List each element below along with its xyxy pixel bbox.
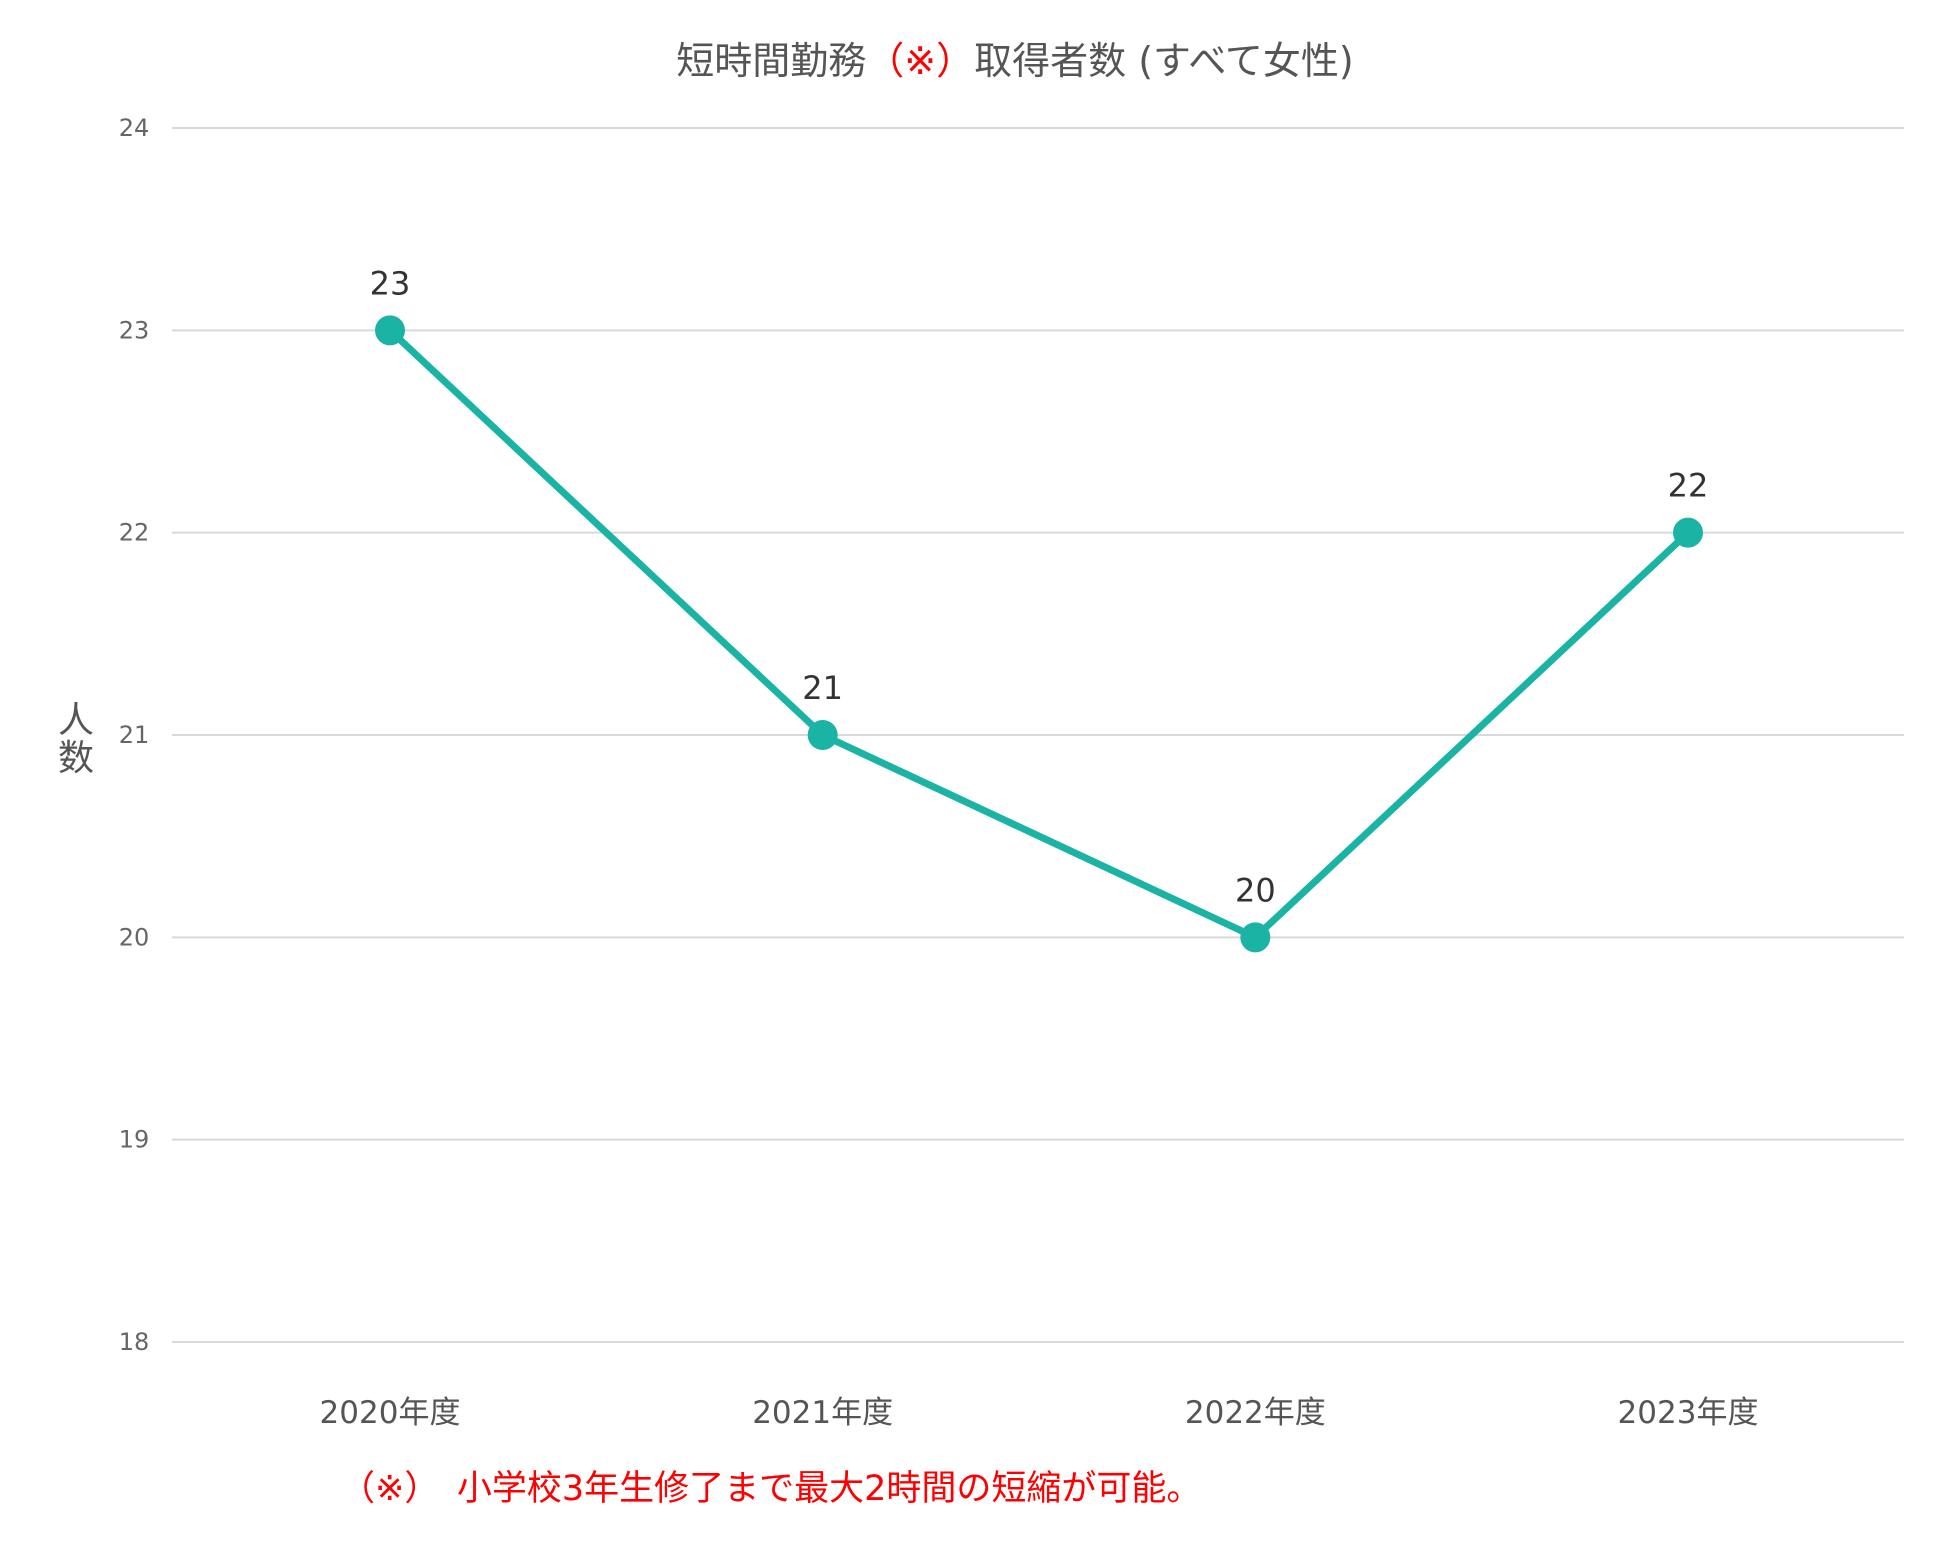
data-label: 20 — [1235, 871, 1276, 909]
data-labels: 23 21 20 22 — [370, 264, 1709, 909]
y-axis-title-char-2: 数 — [58, 738, 94, 779]
x-tick-label: 2021年度 — [752, 1395, 893, 1431]
data-label: 22 — [1668, 467, 1709, 505]
chart-title: 短時間勤務（※）取得者数 (すべて女性) — [676, 39, 1353, 83]
y-axis-ticks: 18 19 20 21 22 23 24 — [119, 114, 150, 1356]
data-label: 21 — [802, 669, 843, 707]
y-tick-label: 22 — [119, 519, 150, 547]
x-axis-ticks: 2020年度 2021年度 2022年度 2023年度 — [320, 1395, 1759, 1431]
x-tick-label: 2023年度 — [1618, 1395, 1759, 1431]
footnote: （※） 小学校3年生修了まで最大2時間の短縮が可能。 — [340, 1469, 1201, 1509]
x-tick-label: 2020年度 — [320, 1395, 461, 1431]
y-tick-label: 18 — [119, 1328, 150, 1356]
y-tick-label: 19 — [119, 1126, 150, 1154]
chart-title-footnote-mark: （※） — [866, 39, 974, 83]
chart-title-main: 短時間勤務 — [676, 39, 866, 83]
gridlines — [172, 127, 1904, 1343]
data-point — [375, 315, 405, 346]
y-tick-label: 20 — [119, 923, 150, 951]
series-line — [386, 326, 1692, 941]
chart-title-sub: 取得者数 (すべて女性) — [974, 39, 1354, 83]
y-tick-label: 21 — [119, 721, 150, 749]
x-tick-label: 2022年度 — [1185, 1395, 1326, 1431]
data-point — [807, 720, 838, 750]
y-axis-title-char-1: 人 — [58, 700, 94, 741]
y-tick-label: 24 — [119, 114, 150, 142]
data-point — [1240, 922, 1271, 953]
series-layer — [375, 315, 1703, 953]
data-point — [1673, 517, 1703, 548]
y-tick-label: 23 — [119, 316, 150, 344]
data-label: 23 — [370, 264, 411, 302]
